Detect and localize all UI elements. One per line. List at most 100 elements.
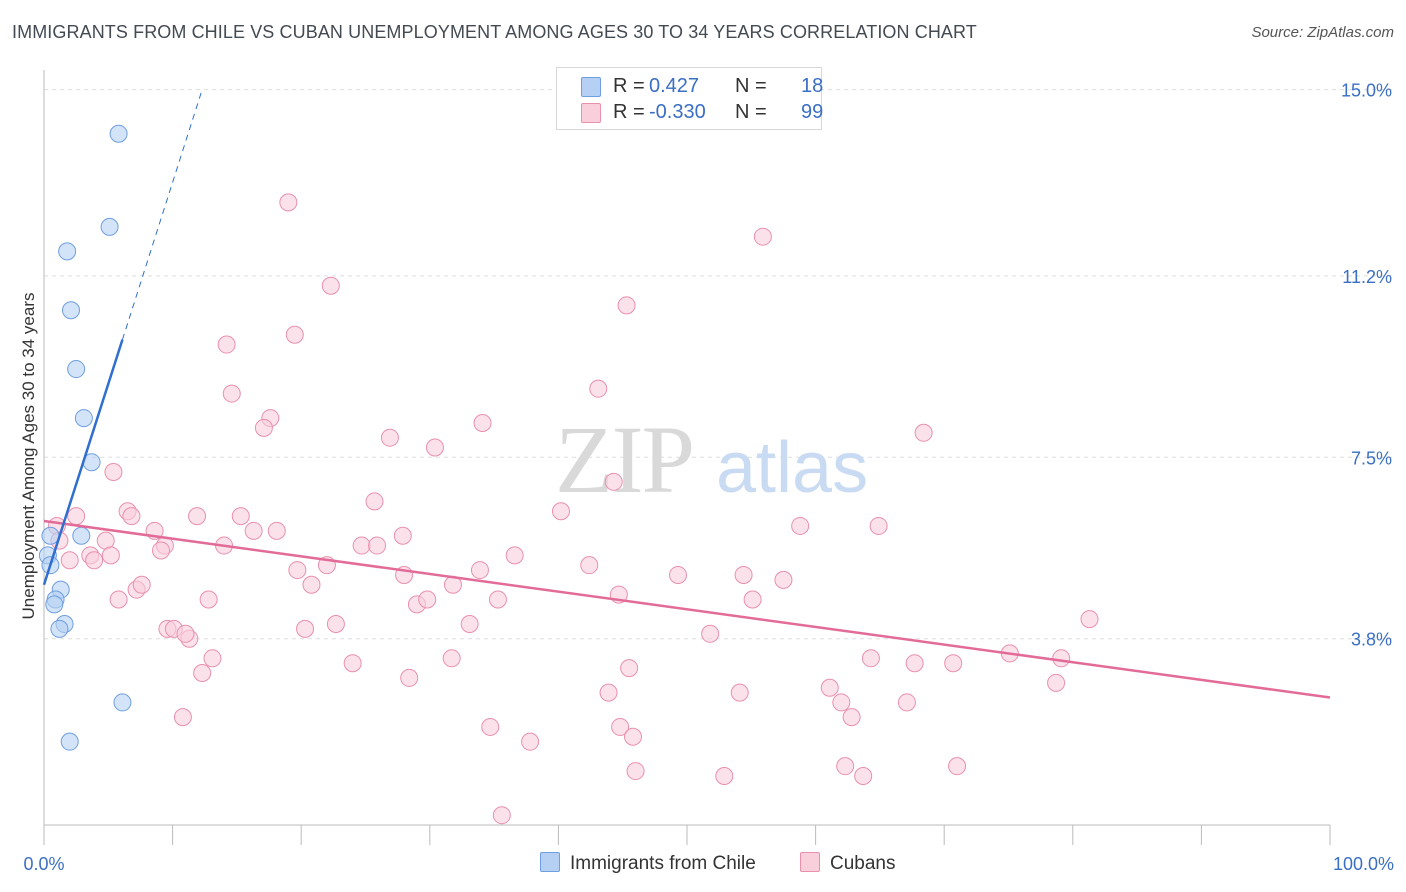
point-cuba: [109, 590, 128, 609]
y-tick-label: 15.0%: [1341, 81, 1392, 101]
point-cuba: [743, 590, 762, 609]
point-cuba: [132, 575, 151, 594]
watermark-zip: ZIP: [555, 406, 693, 513]
point-cuba: [832, 693, 851, 712]
point-cuba: [1052, 649, 1071, 668]
stats-legend: R = 0.427 N = 18 R = -0.330 N = 99: [556, 67, 824, 130]
point-cuba: [820, 678, 839, 697]
y-tick-label: 7.5%: [1351, 448, 1392, 468]
point-cuba: [944, 654, 963, 673]
watermark: ZIP atlas: [555, 406, 868, 513]
point-cuba: [774, 570, 793, 589]
trend-line-chile-extension: [121, 89, 203, 340]
y-tick-label: 11.2%: [1342, 267, 1392, 287]
y-axis-label: Unemployment Among Ages 30 to 34 years: [19, 292, 38, 620]
point-cuba: [393, 526, 412, 545]
point-cuba: [701, 624, 720, 643]
legend-swatch-cuba: [581, 103, 601, 123]
point-cuba: [343, 654, 362, 673]
watermark-atlas: atlas: [716, 428, 868, 508]
axes: [43, 70, 1331, 845]
point-cuba: [617, 296, 636, 315]
point-cuba: [442, 649, 461, 668]
point-cuba: [473, 413, 492, 432]
grid-lines: [44, 89, 1392, 640]
series-chile: [38, 124, 132, 751]
point-cuba: [836, 757, 855, 776]
x-tick-labels: 0.0% 100.0%: [23, 854, 1394, 874]
bottom-legend-label-chile: Immigrants from Chile: [570, 853, 756, 874]
legend-r-value: 0.427: [649, 75, 700, 97]
point-cuba: [231, 507, 250, 526]
point-cuba: [492, 806, 511, 825]
point-chile: [67, 360, 86, 379]
trend-line-chile: [42, 339, 124, 586]
bottom-legend-cuba: Cubans: [800, 852, 896, 875]
point-cuba: [620, 659, 639, 678]
point-cuba: [244, 521, 263, 540]
point-cuba: [948, 757, 967, 776]
point-cuba: [626, 762, 645, 781]
point-cuba: [122, 507, 141, 526]
legend-n-value: 99: [801, 101, 824, 123]
point-cuba: [905, 654, 924, 673]
point-cuba: [521, 732, 540, 751]
series-cubans: [47, 193, 1099, 825]
point-cuba: [67, 507, 86, 526]
point-cuba: [267, 521, 286, 540]
point-cuba: [60, 551, 79, 570]
point-cuba: [611, 717, 630, 736]
y-tick-labels: 3.8% 7.5% 11.2% 15.0%: [1341, 81, 1392, 650]
point-cuba: [791, 516, 810, 535]
point-cuba: [470, 561, 489, 580]
point-cuba: [418, 590, 437, 609]
bottom-legend-chile: Immigrants from Chile: [540, 852, 756, 875]
point-cuba: [481, 717, 500, 736]
point-cuba: [753, 227, 772, 246]
point-chile: [113, 693, 132, 712]
x-tick-label: 100.0%: [1333, 854, 1394, 874]
point-cuba: [460, 614, 479, 633]
point-cuba: [425, 438, 444, 457]
x-tick-label: 0.0%: [23, 854, 64, 874]
point-cuba: [861, 649, 880, 668]
point-cuba: [188, 507, 207, 526]
legend-r-value: -0.330: [649, 101, 706, 123]
bottom-legend-swatch-cuba: [800, 852, 820, 872]
point-cuba: [104, 463, 123, 482]
legend-n-value: 18: [801, 75, 824, 97]
legend-swatch-chile: [581, 77, 601, 97]
point-cuba: [222, 384, 241, 403]
trend-lines: [42, 89, 1331, 699]
point-cuba: [380, 428, 399, 447]
point-chile: [41, 526, 60, 545]
point-cuba: [365, 492, 384, 511]
chart-title: IMMIGRANTS FROM CHILE VS CUBAN UNEMPLOYM…: [12, 22, 977, 42]
point-chile: [72, 526, 91, 545]
point-chile: [62, 301, 81, 320]
y-tick-label: 3.8%: [1351, 630, 1392, 650]
point-cuba: [1080, 610, 1099, 629]
point-cuba: [288, 561, 307, 580]
point-cuba: [326, 614, 345, 633]
legend-r-label: R =: [613, 101, 645, 123]
point-chile: [109, 124, 128, 143]
point-cuba: [193, 664, 212, 683]
point-cuba: [352, 536, 371, 555]
point-cuba: [589, 379, 608, 398]
source-label: Source: ZipAtlas.com: [1251, 24, 1394, 41]
point-cuba: [730, 683, 749, 702]
point-cuba: [400, 668, 419, 687]
point-cuba: [897, 693, 916, 712]
point-cuba: [505, 546, 524, 565]
point-cuba: [580, 556, 599, 575]
point-cuba: [152, 541, 171, 560]
point-cuba: [217, 335, 236, 354]
point-cuba: [715, 766, 734, 785]
point-chile: [74, 409, 93, 428]
legend-row-cuba: R = -0.330 N = 99: [557, 101, 824, 127]
point-cuba: [869, 516, 888, 535]
point-cuba: [302, 575, 321, 594]
point-cuba: [842, 708, 861, 727]
